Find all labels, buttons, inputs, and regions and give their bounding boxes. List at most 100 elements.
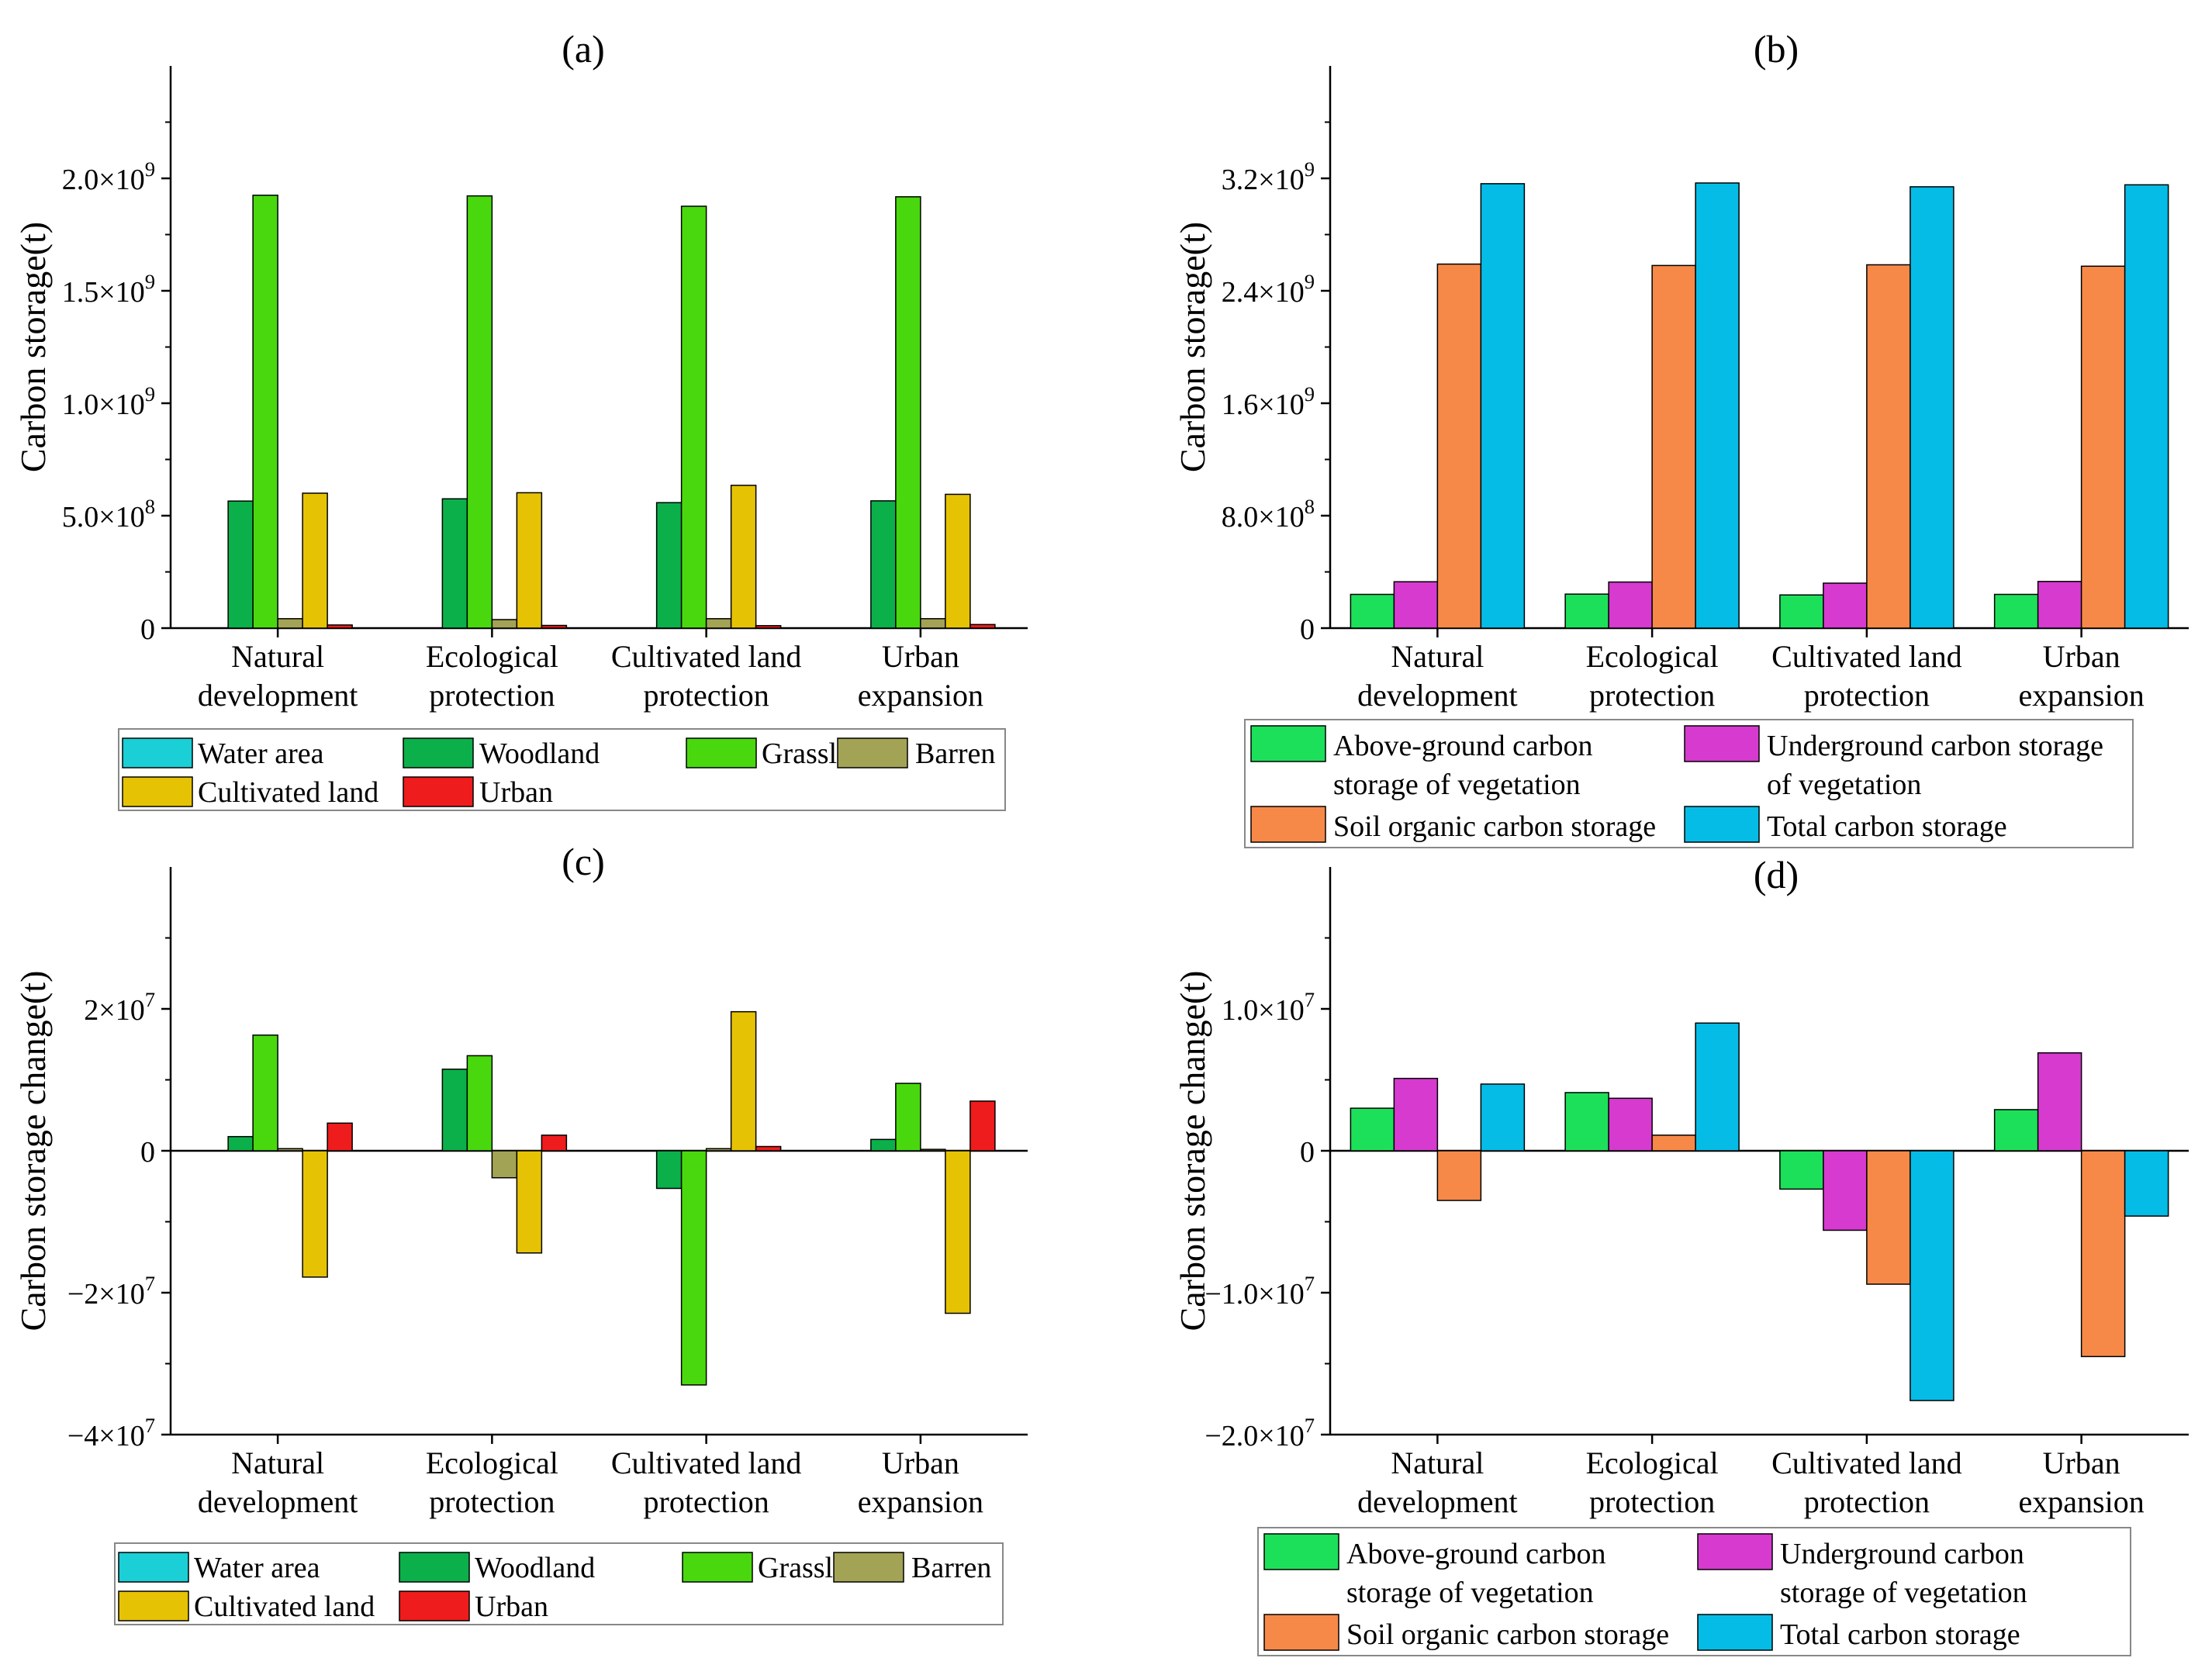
x-tick-label: Cultivated land [1771,1445,1962,1480]
bar-total [1695,182,1740,629]
y-tick-label: 0 [140,613,155,646]
legend-swatch-grassland [682,1552,753,1583]
y-tick-label: 5.0×108 [62,495,155,534]
bar-soil [2080,1150,2126,1358]
bar-under [1608,1097,1653,1152]
x-tick-label: expansion [858,678,983,713]
bar-under [1823,1150,1868,1231]
x-tick-label: Natural [1391,1445,1484,1480]
bar-barren [277,1148,303,1152]
panel-title: (a) [562,27,605,71]
bar-urban [969,1100,996,1152]
x-tick-label: Natural [1391,639,1484,674]
bar-under [1393,1077,1439,1152]
legend-swatch-woodland [403,737,474,768]
y-tick-label: −1.0×107 [1205,1272,1315,1311]
x-tick-label: Ecological [1586,1445,1719,1480]
bar-urban [327,624,353,629]
legend-swatch-barren [837,737,908,768]
y-tick-label: 3.2×109 [1222,157,1315,196]
legend-swatch-total [1697,1614,1773,1651]
x-tick-label: expansion [2019,678,2145,713]
x-tick-label: expansion [2019,1484,2145,1519]
legend-label: Soil organic carbon storage [1333,810,1656,843]
y-tick-label: 2×107 [84,988,155,1027]
bar-above [1779,594,1824,629]
panel-title: (b) [1754,27,1799,71]
legend-swatch-soil [1250,806,1326,843]
y-tick-label: 0 [1300,613,1315,646]
bar-grassland [466,1055,493,1152]
bar-soil [1866,1150,1911,1285]
x-tick-label: protection [1804,678,1930,713]
legend-label: Underground carbon storage [1767,730,2103,762]
y-tick-label: 1.0×107 [1222,988,1315,1027]
x-tick-label: protection [644,1484,769,1519]
x-tick-label: protection [1589,1484,1715,1519]
chart-panel-b: (b) Carbon storage(t) 0 8.0×108 1.6×109 2.4×1… [1173,27,2189,848]
legend-label: Urban [479,776,553,809]
legend-swatch-above [1263,1533,1339,1570]
legend-label: Cultivated land [194,1590,375,1623]
legend-swatch-total [1684,806,1760,843]
legend-swatch-water [118,1552,189,1583]
bar-barren [920,618,946,629]
x-tick-label: Ecological [426,639,558,674]
bar-grassland [252,195,278,629]
x-tick-label: Urban [882,639,959,674]
legend-label: Woodland [475,1552,595,1584]
x-tick-label: Natural [231,639,324,674]
x-tick-label: protection [429,678,555,713]
y-axis-label: Carbon storage change(t) [13,971,53,1331]
bar-woodland [870,1138,897,1152]
legend-label: Water area [198,737,324,770]
y-axis-label: Carbon storage change(t) [1173,971,1212,1331]
chart-panel-a: (a) Carbon storage(t) 0 5.0×108 1.0×109 1.5×1… [13,27,1028,811]
x-tick-label: Urban [2043,1445,2120,1480]
bar-cultivated [516,492,543,629]
bar-urban [969,623,996,629]
legend-label: Underground carbon [1780,1538,2024,1570]
bar-woodland [227,500,254,629]
bar-urban [327,1122,353,1152]
bar-above [1564,593,1609,629]
legend-label: Barren [911,1552,991,1584]
bar-cultivated [945,493,971,629]
y-tick-label: −4×107 [67,1414,155,1452]
bar-under [2037,581,2082,629]
y-tick-label: 2.4×109 [1222,270,1315,309]
x-tick-label: Natural [231,1445,324,1480]
x-tick-label: Urban [2043,639,2120,674]
bar-under [1823,582,1868,629]
panel-title: (d) [1754,853,1799,896]
bar-total [1910,1150,1955,1401]
legend-swatch-urban [403,776,474,807]
y-axis-label: Carbon storage(t) [1173,222,1212,472]
bar-woodland [655,502,683,629]
legend-label: Above-ground carbon [1346,1538,1606,1570]
bar-grassland [252,1034,278,1152]
bar-cultivated [516,1150,543,1254]
bar-under [1393,581,1439,629]
bar-above [1993,1109,2039,1152]
bar-grassland [680,1150,707,1386]
x-tick-label: Cultivated land [611,1445,802,1480]
legend-label: Above-ground carbon [1333,730,1593,762]
x-tick-label: development [198,678,358,713]
y-tick-label: 1.5×109 [62,270,155,309]
legend: Above-ground carbon storage of vegetation… [1244,719,2134,848]
legend-label: Woodland [479,737,600,770]
chart-panel-c: (c) Carbon storage change(t) −4×107 −2×107 0… [13,840,1028,1625]
legend-label: of vegetation [1767,768,1921,801]
y-tick-label: −2×107 [67,1272,155,1311]
y-tick-label: 8.0×108 [1222,495,1315,534]
bar-woodland [441,1069,468,1152]
bar-cultivated [302,492,328,629]
legend-swatch-under [1684,725,1760,762]
legend-label: Soil organic carbon storage [1346,1618,1669,1651]
bar-above [1350,1107,1395,1152]
x-tick-label: protection [429,1484,555,1519]
chart-panel-d: (d) Carbon storage change(t) −2.0×107 −1.0×… [1173,853,2189,1656]
bar-woodland [441,498,468,629]
legend-label: Total carbon storage [1780,1618,2020,1651]
